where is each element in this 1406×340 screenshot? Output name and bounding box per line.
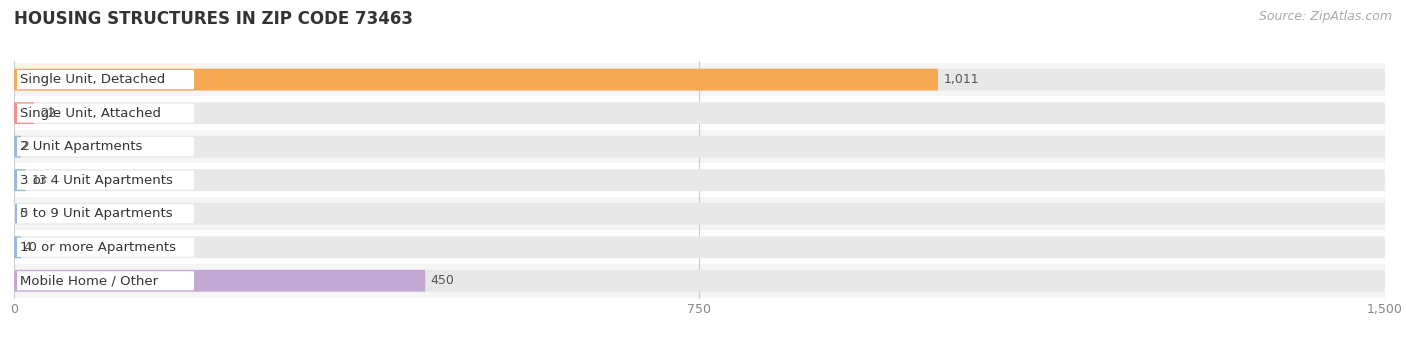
Text: 0: 0 bbox=[20, 207, 28, 220]
Text: 450: 450 bbox=[430, 274, 454, 287]
Text: Single Unit, Attached: Single Unit, Attached bbox=[20, 107, 162, 120]
FancyBboxPatch shape bbox=[14, 102, 1385, 124]
Bar bbox=[14, 97, 1385, 130]
Bar bbox=[14, 63, 1385, 97]
FancyBboxPatch shape bbox=[14, 169, 1385, 191]
Text: HOUSING STRUCTURES IN ZIP CODE 73463: HOUSING STRUCTURES IN ZIP CODE 73463 bbox=[14, 10, 413, 28]
FancyBboxPatch shape bbox=[14, 169, 25, 191]
Bar bbox=[14, 264, 1385, 298]
FancyBboxPatch shape bbox=[15, 137, 194, 156]
FancyBboxPatch shape bbox=[14, 136, 1385, 157]
FancyBboxPatch shape bbox=[15, 171, 194, 190]
Text: 5 to 9 Unit Apartments: 5 to 9 Unit Apartments bbox=[20, 207, 173, 220]
Bar bbox=[14, 197, 1385, 231]
FancyBboxPatch shape bbox=[15, 271, 194, 290]
FancyBboxPatch shape bbox=[14, 136, 21, 157]
Text: 4: 4 bbox=[22, 241, 31, 254]
FancyBboxPatch shape bbox=[15, 238, 194, 257]
FancyBboxPatch shape bbox=[14, 203, 1385, 225]
FancyBboxPatch shape bbox=[14, 69, 1385, 90]
FancyBboxPatch shape bbox=[15, 70, 194, 89]
Text: 3 or 4 Unit Apartments: 3 or 4 Unit Apartments bbox=[20, 174, 173, 187]
Text: 2: 2 bbox=[21, 140, 30, 153]
Text: 1,011: 1,011 bbox=[943, 73, 979, 86]
Text: Single Unit, Detached: Single Unit, Detached bbox=[20, 73, 166, 86]
FancyBboxPatch shape bbox=[14, 236, 1385, 258]
FancyBboxPatch shape bbox=[15, 204, 194, 223]
Text: Mobile Home / Other: Mobile Home / Other bbox=[20, 274, 159, 287]
FancyBboxPatch shape bbox=[15, 104, 194, 123]
Text: 10 or more Apartments: 10 or more Apartments bbox=[20, 241, 176, 254]
Text: Source: ZipAtlas.com: Source: ZipAtlas.com bbox=[1258, 10, 1392, 23]
Bar bbox=[14, 130, 1385, 164]
Bar bbox=[14, 231, 1385, 264]
Text: 2 Unit Apartments: 2 Unit Apartments bbox=[20, 140, 142, 153]
Text: 22: 22 bbox=[39, 107, 55, 120]
Bar bbox=[14, 164, 1385, 197]
FancyBboxPatch shape bbox=[14, 102, 34, 124]
FancyBboxPatch shape bbox=[14, 69, 938, 90]
FancyBboxPatch shape bbox=[14, 236, 21, 258]
FancyBboxPatch shape bbox=[14, 270, 425, 292]
Text: 13: 13 bbox=[31, 174, 48, 187]
FancyBboxPatch shape bbox=[14, 270, 1385, 292]
